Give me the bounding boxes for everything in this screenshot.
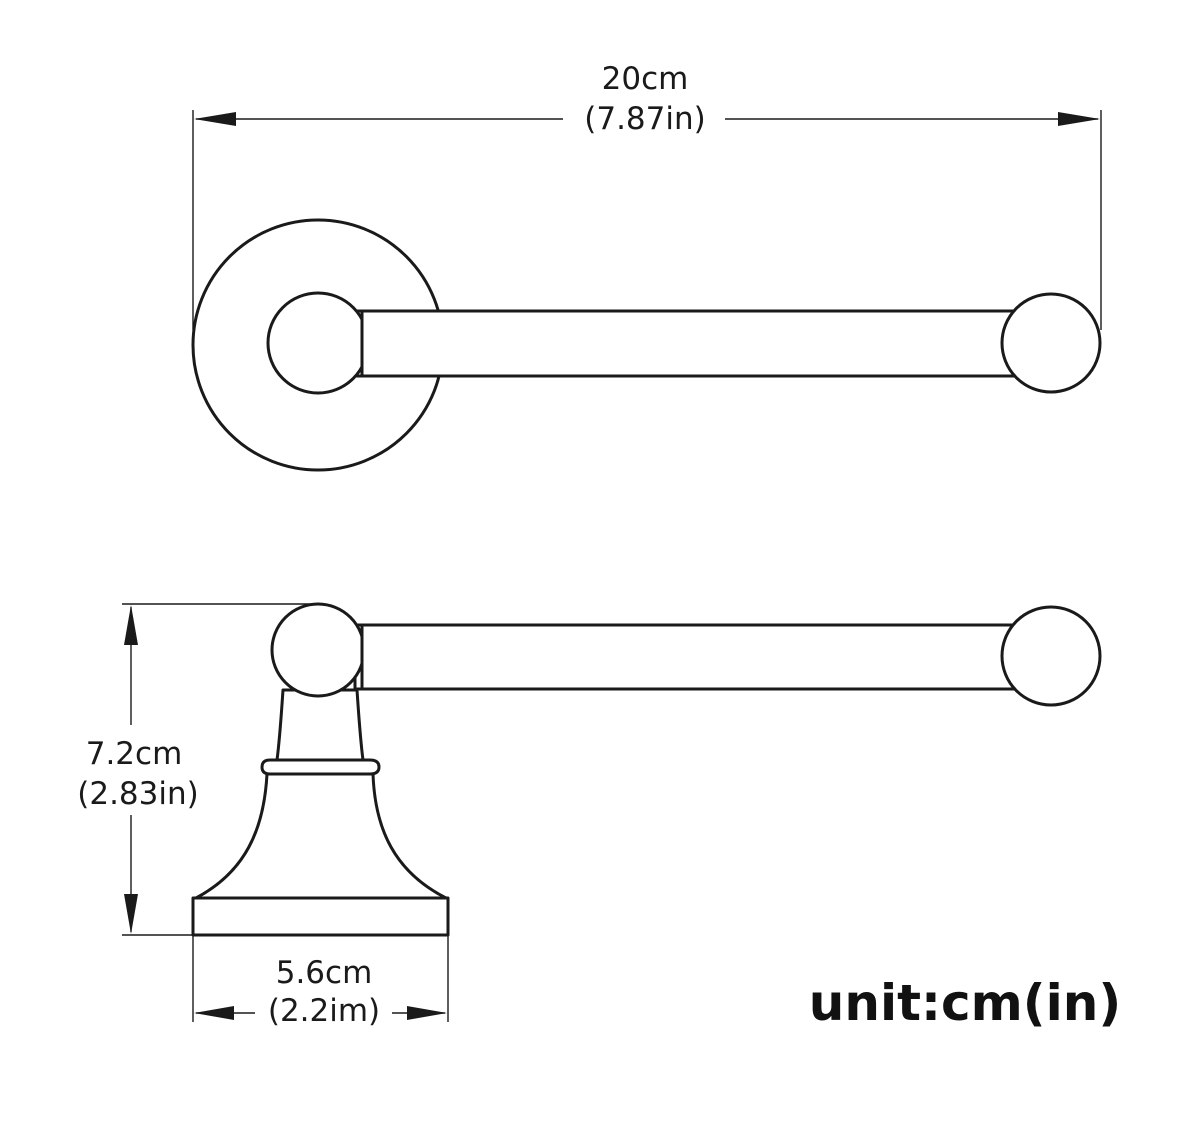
base-width-metric-label: 5.6cm [276, 955, 373, 991]
top-view-end-knob [1000, 292, 1102, 394]
width-arrow-right [1058, 112, 1100, 126]
unit-note: unit:cm(in) [809, 974, 1121, 1032]
side-view [191, 602, 1102, 937]
side-view-neck [275, 688, 365, 762]
side-view-end-knob [1000, 605, 1102, 707]
width-arrow-left [194, 112, 236, 126]
height-imperial-label: (2.83in) [77, 776, 198, 812]
side-view-post-knob [270, 602, 366, 698]
width-dimension: 20cm (7.87in) [192, 61, 1102, 330]
side-view-base-plate [191, 896, 450, 937]
width-metric-label: 20cm [602, 61, 689, 97]
base-arrow-left [194, 1006, 234, 1020]
height-arrow-top [124, 605, 138, 645]
base-arrow-right [407, 1006, 447, 1020]
top-view [191, 218, 1102, 472]
top-view-rosette-inner [266, 291, 370, 395]
side-view-flared-base [194, 772, 448, 900]
height-arrow-bottom [124, 894, 138, 934]
top-view-bar-face [362, 313, 1002, 374]
base-width-imperial-label: (2.2im) [268, 993, 380, 1029]
height-metric-label: 7.2cm [86, 736, 183, 772]
width-imperial-label: (7.87in) [584, 101, 705, 137]
base-width-dimension: 5.6cm (2.2im) [192, 935, 449, 1029]
side-view-collar [260, 758, 381, 776]
side-view-bar-face [362, 627, 1002, 687]
height-dimension: 7.2cm (2.83in) [77, 603, 318, 936]
